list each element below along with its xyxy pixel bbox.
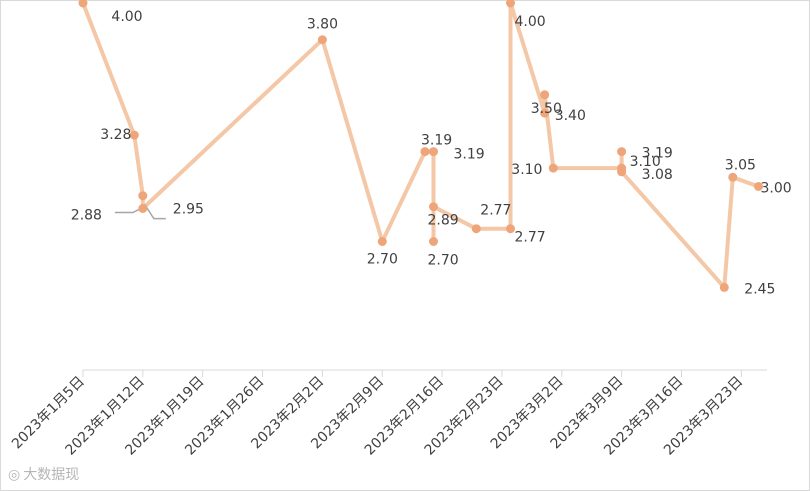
watermark-text: 大数据现 [23, 467, 80, 483]
data-label: 3.19 [642, 146, 673, 162]
data-point [78, 0, 88, 8]
camera-icon: ◎ [8, 467, 21, 483]
data-label: 2.89 [428, 213, 459, 229]
data-point [617, 147, 627, 157]
leader-line [114, 207, 142, 214]
data-label: 4.00 [111, 9, 142, 25]
data-label: 2.95 [173, 202, 204, 218]
data-label: 3.10 [630, 154, 661, 170]
data-label: 3.80 [307, 17, 338, 33]
data-point [429, 202, 438, 212]
data-point [540, 108, 550, 118]
data-label: 2.77 [480, 203, 511, 219]
data-label: 2.70 [367, 252, 398, 268]
data-point [138, 191, 148, 201]
data-point [377, 237, 387, 246]
data-point [138, 204, 148, 213]
data-point [506, 224, 515, 234]
data-point [728, 172, 738, 182]
data-label: 3.50 [531, 101, 562, 117]
data-point [506, 0, 515, 8]
data-label: 2.88 [71, 208, 102, 224]
data-point [129, 130, 139, 140]
data-point [754, 182, 763, 191]
data-point [429, 237, 438, 246]
data-label: 3.00 [761, 181, 792, 197]
leader-line [144, 204, 166, 220]
data-label: 3.28 [100, 127, 131, 143]
series-line [81, 1, 761, 290]
data-point [548, 163, 558, 173]
data-label: 3.05 [725, 157, 756, 173]
watermark: ◎ 大数据现 [8, 464, 79, 484]
data-point [617, 167, 627, 177]
data-point [540, 90, 550, 100]
data-label: 4.00 [515, 14, 546, 30]
data-label: 2.70 [428, 253, 459, 269]
data-point [420, 147, 430, 157]
data-label: 3.10 [511, 162, 542, 178]
data-label: 2.77 [515, 230, 546, 246]
data-label: 2.45 [744, 281, 775, 297]
data-label: 3.19 [454, 147, 485, 163]
data-point [719, 282, 729, 292]
data-point [429, 147, 438, 157]
data-label: 3.40 [555, 108, 586, 124]
data-point [471, 224, 481, 234]
data-label: 3.19 [421, 133, 452, 149]
data-label: 3.08 [642, 167, 673, 183]
data-point [317, 35, 327, 45]
